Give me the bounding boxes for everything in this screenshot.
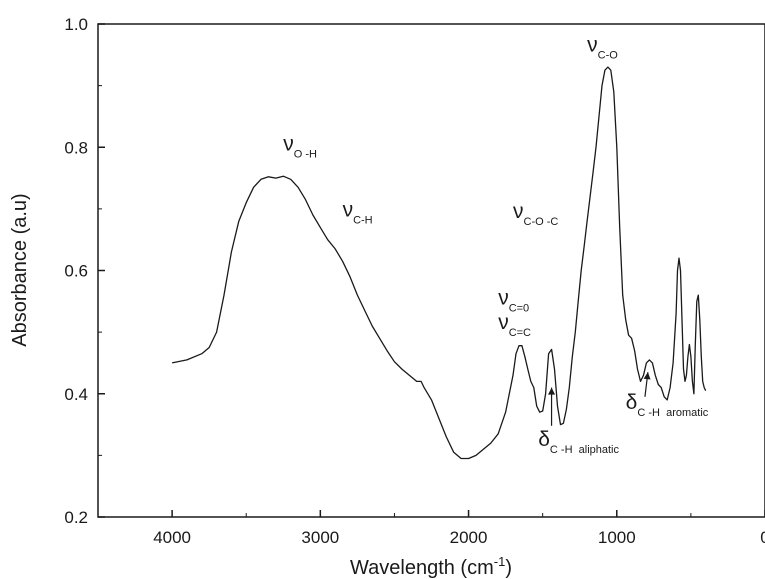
annotation-symbol: ν: [343, 198, 354, 221]
peak-annotation: δC -H aliphatic: [538, 428, 619, 456]
y-axis-title: Absorbance (a.u): [9, 193, 31, 346]
peak-annotation: νO -H: [283, 132, 317, 160]
annotation-arrowhead: [643, 372, 651, 380]
peak-annotation: νC-O: [587, 34, 618, 62]
annotation-subscript: O -H: [294, 148, 317, 160]
annotation-symbol: ν: [587, 34, 598, 57]
y-tick-label: 1.0: [64, 15, 88, 34]
annotation-arrows: [548, 372, 651, 426]
x-tick-label: 1000: [598, 528, 636, 547]
annotation-symbol: ν: [513, 200, 524, 223]
annotation-subscript: C-O -C: [524, 216, 559, 228]
x-tick-label: 2000: [450, 528, 488, 547]
peak-annotation: νC=C: [498, 311, 531, 339]
y-tick-label: 0.4: [64, 385, 88, 404]
annotation-arrowhead: [548, 387, 556, 395]
y-tick-label: 0.2: [64, 508, 88, 527]
x-axis: 4000 3000 2000 1000 0: [97, 510, 765, 547]
peak-annotation: δC -H aromatic: [626, 391, 709, 419]
annotation-subscript: C=0: [509, 302, 530, 314]
x-axis-title: Wavelength (cm-1): [350, 554, 512, 579]
annotation-subscript: C -H aliphatic: [550, 444, 620, 456]
y-axis: 0.2 0.4 0.6 0.8 1.0: [64, 15, 105, 527]
x-axis-title-superscript: -1: [494, 554, 506, 569]
annotation-subscript: C-H: [353, 214, 373, 226]
spectrum-line: [171, 66, 707, 460]
peak-annotations: νO -HνC-H νC-O -CνC=0νC=CνC-OδC -H alipha…: [283, 34, 708, 456]
x-axis-title-close: ): [505, 557, 512, 579]
annotation-symbol: ν: [498, 286, 509, 309]
x-tick-label: 0: [760, 528, 765, 547]
y-tick-label: 0.8: [64, 138, 88, 157]
x-tick-label: 3000: [301, 528, 339, 547]
peak-annotation: νC-H: [343, 198, 373, 226]
x-tick-label: 4000: [153, 528, 191, 547]
annotation-symbol: δ: [538, 428, 550, 451]
annotation-symbol: ν: [498, 311, 509, 334]
annotation-subscript: C-O: [598, 50, 619, 62]
y-tick-label: 0.6: [64, 262, 88, 281]
peak-annotation: νC-O -C: [513, 200, 558, 228]
annotation-subscript: C -H aromatic: [637, 407, 708, 419]
annotation-symbol: ν: [283, 132, 294, 155]
x-axis-title-text: Wavelength (cm: [350, 557, 494, 579]
annotation-symbol: δ: [626, 391, 638, 414]
plot-frame: [97, 23, 765, 518]
peak-annotation: νC=0: [498, 286, 529, 314]
annotation-subscript: C=C: [509, 327, 531, 339]
